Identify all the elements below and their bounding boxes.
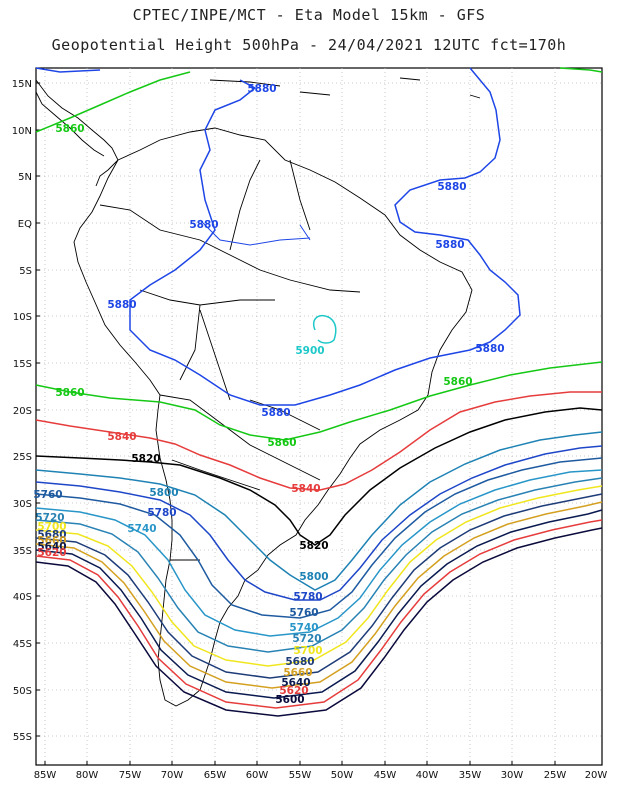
latitude-labels: 15N 10N 5N EQ 5S 10S 15S 20S 25S 30S 35S… — [12, 79, 32, 743]
lat-label: 5S — [19, 266, 32, 277]
lat-label: 55S — [13, 732, 32, 743]
map-frame — [35, 67, 603, 766]
contour-5820 — [35, 407, 603, 546]
lon-label: 50W — [331, 770, 354, 781]
lat-label: 20S — [13, 406, 32, 417]
contour-5740 — [35, 469, 603, 637]
coastlines — [35, 77, 481, 707]
contour-label-5660: 5660 — [283, 667, 312, 679]
contour-label-5700: 5700 — [293, 645, 322, 657]
contour-label-5720: 5720 — [35, 512, 64, 524]
lon-label: 35W — [459, 770, 482, 781]
lat-label: 10S — [13, 312, 32, 323]
central-america-coast — [35, 79, 119, 187]
contour-label-5880: 5880 — [107, 299, 136, 311]
lon-label: 20W — [585, 770, 608, 781]
contour-5660 — [35, 501, 603, 689]
height-contours — [35, 67, 603, 717]
lon-label: 40W — [416, 770, 439, 781]
contour-label-5880: 5880 — [435, 239, 464, 251]
contour-label-5620: 5620 — [279, 685, 308, 697]
contour-label-5780: 5780 — [293, 591, 322, 603]
lat-label: 30S — [13, 499, 32, 510]
lat-label: 10N — [12, 126, 32, 137]
lon-label: 70W — [161, 770, 184, 781]
contour-5880 — [35, 67, 521, 406]
contour-label-5700: 5700 — [37, 521, 66, 533]
title-line-1: CPTEC/INPE/MCT - Eta Model 15km - GFS — [132, 6, 486, 24]
lat-label: EQ — [18, 219, 32, 230]
lon-label: 65W — [204, 770, 227, 781]
lon-label: 75W — [119, 770, 142, 781]
caribbean-islands — [209, 77, 481, 99]
contour-label-5780: 5780 — [147, 507, 176, 519]
contour-label-5880: 5880 — [475, 343, 504, 355]
contour-5600 — [35, 527, 603, 717]
contour-label-5880: 5880 — [247, 83, 276, 95]
contour-label-5840: 5840 — [107, 431, 136, 443]
lon-label: 55W — [289, 770, 312, 781]
contour-label-5720: 5720 — [292, 633, 321, 645]
country-borders — [99, 159, 361, 561]
contour-5780 — [35, 445, 603, 601]
lon-label: 60W — [246, 770, 269, 781]
contour-label-5860: 5860 — [267, 437, 296, 449]
contour-label-5660: 5660 — [37, 535, 66, 547]
lon-label: 85W — [34, 770, 57, 781]
contour-label-5820: 5820 — [299, 540, 328, 552]
contour-labels: 5900 5880 5880 5880 5880 5880 5880 5880 … — [33, 83, 504, 706]
lat-label: 25S — [13, 452, 32, 463]
contour-label-5680: 5680 — [37, 529, 66, 541]
contour-label-5740: 5740 — [289, 622, 318, 634]
contour-label-5680: 5680 — [285, 656, 314, 668]
contour-label-5760: 5760 — [33, 489, 62, 501]
contour-label-5760: 5760 — [289, 607, 318, 619]
contour-label-5860: 5860 — [55, 123, 84, 135]
contour-5680 — [35, 493, 603, 679]
contour-label-5840: 5840 — [291, 483, 320, 495]
longitude-labels: 85W 80W 75W 70W 65W 60W 55W 50W 45W 40W … — [34, 770, 608, 781]
contour-label-5620: 5620 — [37, 547, 66, 559]
contour-5860 — [35, 67, 603, 441]
lon-label: 80W — [76, 770, 99, 781]
contour-5620 — [35, 519, 603, 709]
title-line-2: Geopotential Height 500hPa - 24/04/2021 … — [51, 36, 567, 54]
lat-label: 15S — [13, 359, 32, 370]
contour-5800 — [35, 431, 603, 591]
contour-label-5860: 5860 — [55, 387, 84, 399]
contour-label-5880: 5880 — [189, 219, 218, 231]
contour-5900 — [313, 314, 337, 344]
contour-label-5600: 5600 — [275, 694, 304, 706]
contour-label-5900: 5900 — [295, 345, 324, 357]
lon-label: 30W — [501, 770, 524, 781]
contour-5700 — [35, 485, 603, 667]
contour-5720 — [35, 477, 603, 653]
contour-label-5820: 5820 — [131, 453, 160, 465]
lat-label: 35S — [13, 546, 32, 557]
lon-label: 25W — [544, 770, 567, 781]
contour-label-5800: 5800 — [299, 571, 328, 583]
lat-label: 5N — [18, 172, 32, 183]
south-america-coast — [73, 127, 473, 707]
contour-label-5860: 5860 — [443, 376, 472, 388]
contour-label-5880: 5880 — [261, 407, 290, 419]
contour-label-5640: 5640 — [281, 677, 310, 689]
lat-label: 40S — [13, 592, 32, 603]
contour-5760 — [35, 457, 603, 619]
lat-label: 15N — [12, 79, 32, 90]
contour-label-5800: 5800 — [149, 487, 178, 499]
contour-label-5640: 5640 — [37, 541, 66, 553]
contour-5840 — [35, 391, 602, 491]
contour-5640 — [35, 509, 603, 699]
contour-label-5880: 5880 — [437, 181, 466, 193]
lon-label: 45W — [374, 770, 397, 781]
lat-label: 50S — [13, 686, 32, 697]
lat-label: 45S — [13, 639, 32, 650]
contour-label-5740: 5740 — [127, 523, 156, 535]
